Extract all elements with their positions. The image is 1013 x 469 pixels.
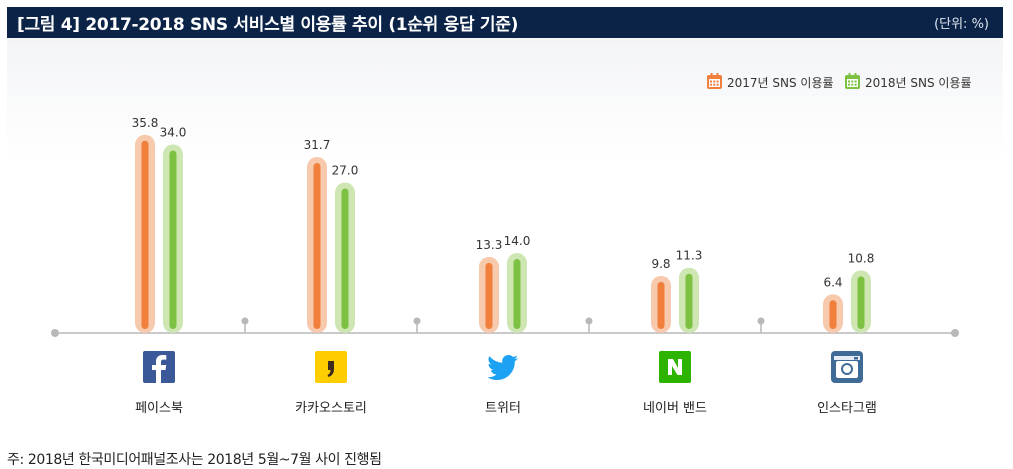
calendar-icon-ring [716,73,719,77]
legend: 2017년 SNS 이용률 2018년 SNS 이용률 [707,73,972,90]
bar [829,300,837,329]
title-bar: [그림 4] 2017-2018 SNS 서비스별 이용률 추이 (1순위 응답… [7,7,1003,38]
category-label: 트위터 [485,401,521,416]
naver-band-icon [659,351,691,383]
facebook-icon [143,351,175,383]
data-label: 14.0 [504,234,531,248]
kakaostory-icon [315,351,347,383]
axis-end-dot [951,329,959,337]
calendar-icon-cell [713,83,716,86]
twitter-bird-glyph [487,355,518,380]
legend-entry: 2018년 SNS 이용률 [865,76,972,90]
legend-entry: 2017년 SNS 이용률 [727,76,834,90]
calendar-icon-cell [854,80,857,83]
kakaostory-glyph [327,361,334,377]
calendar-icon-ring [848,73,851,77]
data-label: 9.8 [651,257,670,271]
calendar-icon-cell [848,80,850,83]
chart-panel: 35.8 31.7 13.3 9.8 6.4 34.0 27.0 14.0 11.3 10.8 페이… [7,38,1003,442]
calendar-icon-cell [854,83,857,86]
data-label: 34.0 [160,126,187,140]
data-label: 6.4 [823,275,842,289]
calendar-icon-cell [851,83,854,86]
calendar-icon-cell [710,83,712,86]
calendar-icon-cell [713,80,716,83]
instagram-flash [854,357,858,360]
category-label: 페이스북 [135,401,183,416]
calendar-icon [707,73,722,89]
data-label: 35.8 [132,116,159,130]
category-label: 카카오스토리 [295,401,367,416]
calendar-icon-cell [710,80,712,83]
footnote: 주: 2018년 한국미디어패널조사는 2018년 5월~7월 사이 진행됨 [7,452,382,468]
bar [313,163,321,329]
axis-end-dot [51,329,59,337]
calendar-icon-cell [848,83,850,86]
bar [657,281,665,329]
data-label: 13.3 [476,238,503,252]
calendar-icon-page [709,79,720,87]
calendar-icon [845,73,860,89]
chart-title: [그림 4] 2017-2018 SNS 서비스별 이용률 추이 (1순위 응답… [17,15,519,35]
axis-divider-dot [585,317,593,325]
twitter-icon [487,355,518,380]
bar [485,262,493,329]
naver-n-glyph [668,359,682,375]
calendar-icon-page [847,79,858,87]
calendar-icon-cell [716,83,719,86]
data-label: 11.3 [676,249,703,263]
calendar-icon-cell [851,80,854,83]
category-label: 네이버 밴드 [643,401,707,416]
calendar-icon-cell [716,80,719,83]
axis-divider-dot [757,317,765,325]
data-label: 31.7 [304,138,331,152]
category-label: 인스타그램 [817,401,877,416]
bar [685,273,693,329]
bar [513,259,521,329]
bar [857,276,865,329]
instagram-lens [843,365,851,373]
unit-label: (단위: %) [934,17,989,32]
instagram-icon [831,351,863,383]
calendar-icon-ring [854,73,857,77]
bar [141,140,149,329]
bar [341,188,349,329]
bar-chart: 35.8 31.7 13.3 9.8 6.4 34.0 27.0 14.0 11.3 10.8 페이… [51,73,972,416]
calendar-icon-ring [710,73,713,77]
facebook-f-glyph [152,355,167,383]
instagram-top-band [834,356,860,360]
axis-divider-dot [413,317,421,325]
axis-divider-dot [241,317,249,325]
data-label: 10.8 [848,251,875,265]
data-label: 27.0 [332,164,359,178]
bar [169,150,177,329]
